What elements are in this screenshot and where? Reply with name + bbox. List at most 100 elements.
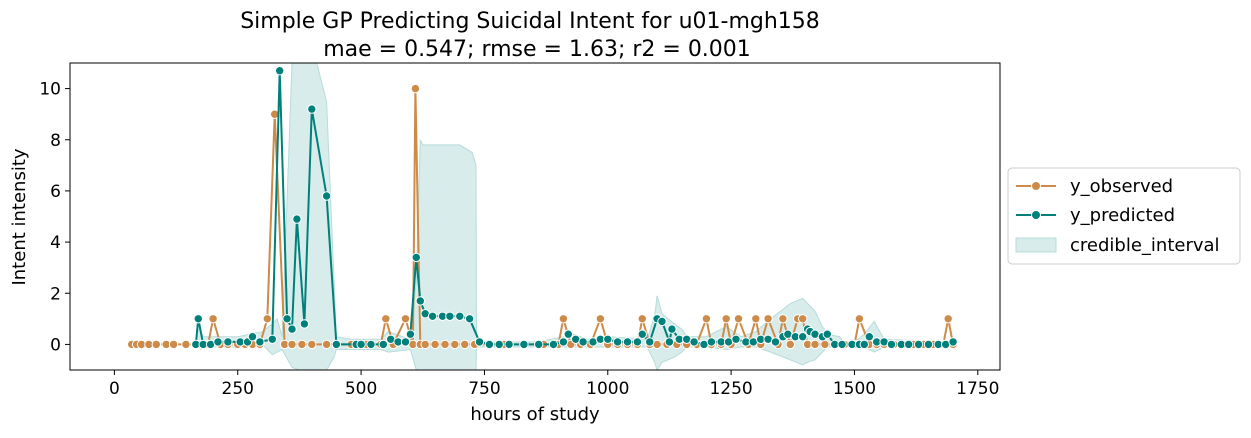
predicted-point <box>405 329 416 339</box>
predicted-point <box>287 324 297 334</box>
x-tick-label: 1250 <box>709 379 752 399</box>
predicted-point <box>247 332 258 342</box>
predicted-point <box>558 337 569 347</box>
predicted-point <box>275 66 285 76</box>
predicted-point <box>664 337 675 347</box>
predicted-point <box>689 337 699 347</box>
observed-point <box>558 314 569 324</box>
x-axis-label: hours of study <box>470 404 600 425</box>
y-axis-ticks: 0 2 4 6 8 10 <box>39 80 70 355</box>
predicted-point <box>859 339 869 350</box>
predicted-point <box>948 337 958 347</box>
predicted-point <box>307 104 317 114</box>
legend-predicted-marker <box>1031 210 1041 220</box>
legend-observed-label: y_observed <box>1070 176 1173 197</box>
predicted-point <box>331 339 342 350</box>
observed-point <box>262 314 272 324</box>
observed-point <box>820 339 830 350</box>
observed-point <box>440 339 450 350</box>
predicted-point <box>411 252 421 263</box>
predicted-point <box>378 339 388 350</box>
predicted-point <box>255 337 265 347</box>
predicted-point <box>427 311 438 321</box>
predicted-point <box>366 339 376 350</box>
observed-point <box>410 83 421 94</box>
observed-point <box>943 314 953 324</box>
y-tick-label: 6 <box>50 182 61 202</box>
legend-observed-marker <box>1031 181 1041 191</box>
y-axis-label: Intent intensity <box>9 148 30 285</box>
predicted-point <box>667 324 677 334</box>
predicted-point <box>578 337 588 347</box>
predicted-point <box>548 339 559 350</box>
observed-point <box>181 339 191 350</box>
predicted-point <box>913 339 924 350</box>
observed-point <box>400 314 411 324</box>
predicted-point <box>292 214 302 224</box>
legend: y_observed y_predicted credible_interval <box>1007 167 1241 265</box>
predicted-point <box>632 337 643 347</box>
y-tick-label: 2 <box>50 284 61 304</box>
legend-interval-label: credible_interval <box>1070 235 1220 256</box>
x-tick-label: 250 <box>222 379 254 399</box>
observed-point <box>763 314 773 324</box>
legend-box <box>1007 167 1241 265</box>
y-tick-label: 8 <box>50 131 61 151</box>
plot-frame <box>69 62 1001 371</box>
chart-title: Simple GP Predicting Suicidal Intent for… <box>240 9 820 34</box>
observed-point <box>381 314 391 324</box>
predicted-point <box>321 191 332 201</box>
predicted-series-layer <box>191 66 958 350</box>
observed-point <box>420 339 430 350</box>
predicted-point <box>837 339 847 350</box>
observed-point <box>208 314 218 324</box>
observed-point <box>751 314 761 324</box>
predicted-point <box>657 316 667 327</box>
y-tick-label: 10 <box>39 80 61 100</box>
predicted-point <box>455 311 465 321</box>
legend-predicted-label: y_predicted <box>1070 205 1175 226</box>
observed-point <box>637 314 647 324</box>
observed-point <box>778 314 788 324</box>
predicted-point <box>213 337 223 347</box>
predicted-point <box>519 339 529 350</box>
x-tick-label: 1000 <box>586 379 629 399</box>
x-tick-label: 500 <box>345 379 377 399</box>
predicted-point <box>282 314 292 324</box>
x-tick-label: 1750 <box>956 379 999 399</box>
observed-point <box>168 339 179 350</box>
predicted-point <box>223 337 233 347</box>
y-tick-label: 0 <box>50 335 61 355</box>
legend-interval-swatch <box>1015 237 1057 253</box>
predicted-point <box>400 337 411 347</box>
predicted-point <box>445 311 455 321</box>
predicted-point <box>484 339 495 350</box>
x-tick-label: 750 <box>468 379 500 399</box>
predicted-point <box>637 329 647 339</box>
predicted-point <box>464 314 475 324</box>
observed-point <box>810 339 820 350</box>
observed-point <box>595 314 606 324</box>
predicted-point <box>603 334 613 344</box>
observed-point <box>721 314 731 324</box>
observed-point <box>798 314 808 324</box>
y-tick-label: 4 <box>50 233 61 253</box>
predicted-point <box>356 339 366 350</box>
predicted-point <box>534 339 544 350</box>
x-tick-label: 0 <box>109 379 120 399</box>
observed-point <box>785 339 795 350</box>
x-tick-label: 1500 <box>833 379 876 399</box>
observed-point <box>321 339 332 350</box>
predicted-point <box>612 337 623 347</box>
predicted-point <box>474 337 485 347</box>
x-axis-ticks: 0 250 500 750 1000 1250 1500 1750 <box>109 370 999 399</box>
predicted-point <box>798 332 808 342</box>
chart-subtitle: mae = 0.547; rmse = 1.63; r2 = 0.001 <box>323 37 751 62</box>
observed-point <box>854 314 865 324</box>
predicted-point <box>770 337 781 347</box>
plot-area <box>127 63 958 370</box>
predicted-point <box>267 334 277 344</box>
observed-point <box>450 339 460 350</box>
predicted-point <box>415 296 425 306</box>
